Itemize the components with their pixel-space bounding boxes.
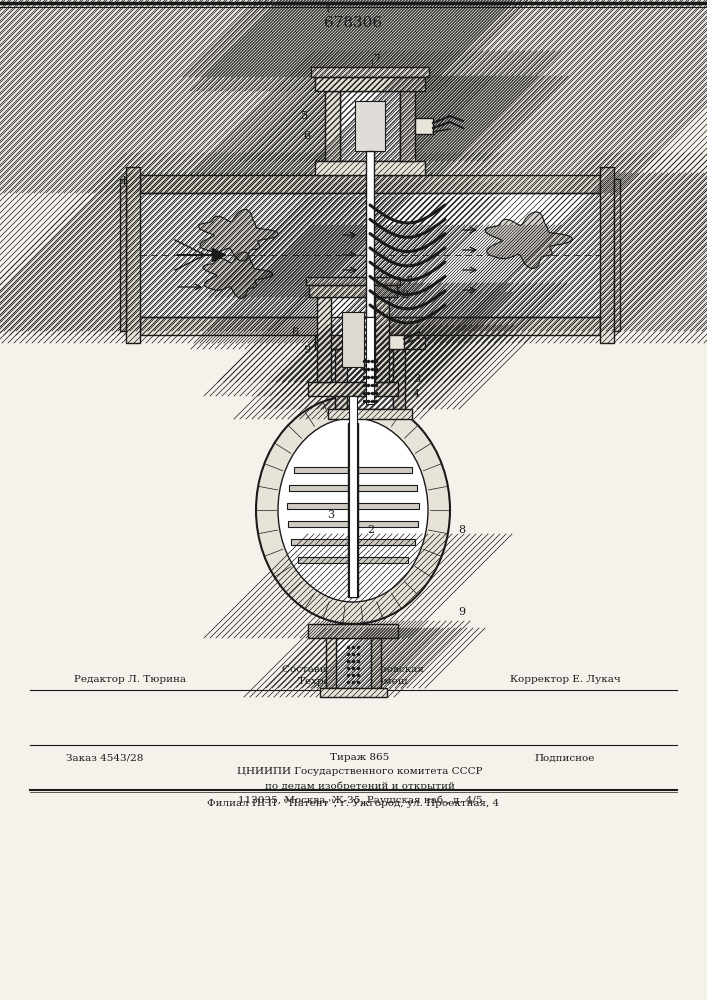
Text: 6: 6 — [394, 335, 401, 345]
Text: 8: 8 — [458, 525, 465, 535]
Bar — [349, 396, 357, 597]
Bar — [140, 193, 600, 317]
Bar — [291, 539, 415, 545]
Bar — [287, 503, 419, 509]
Text: Тираж 865: Тираж 865 — [330, 754, 390, 762]
Text: по делам изобретений и открытий: по делам изобретений и открытий — [265, 781, 455, 791]
Bar — [315, 77, 425, 91]
Text: Подписное: Подписное — [534, 754, 595, 762]
Bar — [347, 349, 393, 409]
Text: 7: 7 — [405, 276, 412, 286]
Text: 1-: 1- — [325, 5, 334, 14]
Bar — [308, 382, 398, 396]
Text: Фиг. 1: Фиг. 1 — [332, 349, 373, 361]
Polygon shape — [199, 209, 278, 261]
Text: 2: 2 — [402, 290, 409, 300]
Bar — [126, 167, 140, 343]
Text: Заказ 4543/28: Заказ 4543/28 — [66, 754, 144, 762]
Ellipse shape — [256, 396, 450, 624]
Text: 5: 5 — [394, 287, 401, 297]
Bar — [315, 161, 425, 175]
Bar — [289, 485, 417, 491]
Text: 9: 9 — [458, 607, 465, 617]
Bar — [400, 91, 415, 161]
Text: 2: 2 — [368, 525, 375, 535]
Bar — [393, 349, 405, 409]
Bar — [309, 285, 397, 297]
Text: 113035, Москва, Ж-35, Раушская наб., д. 4/5: 113035, Москва, Ж-35, Раушская наб., д. … — [238, 795, 482, 805]
Text: 3: 3 — [327, 510, 334, 520]
Text: 9: 9 — [303, 345, 310, 355]
Bar — [348, 423, 358, 597]
Bar — [375, 297, 389, 382]
Bar — [326, 638, 336, 688]
Bar — [311, 67, 429, 77]
Text: 6: 6 — [303, 131, 310, 141]
Bar — [298, 557, 409, 563]
Bar — [308, 624, 398, 638]
Bar — [335, 349, 347, 409]
Bar — [355, 101, 385, 151]
Bar — [342, 312, 364, 367]
Bar — [415, 118, 433, 134]
Ellipse shape — [278, 418, 428, 602]
Bar — [325, 91, 340, 161]
Polygon shape — [485, 212, 572, 268]
Bar — [306, 277, 400, 285]
Text: 5: 5 — [301, 111, 308, 121]
Bar — [317, 297, 331, 382]
Bar — [331, 297, 375, 382]
Text: Редактор Л. Тюрина: Редактор Л. Тюрина — [74, 676, 186, 684]
Bar — [120, 179, 126, 331]
Bar — [614, 179, 620, 331]
Bar — [293, 467, 412, 473]
Bar — [328, 409, 412, 419]
Bar — [288, 521, 419, 527]
Text: Фиг. 2: Фиг. 2 — [332, 629, 373, 642]
Text: 678306: 678306 — [324, 16, 382, 30]
Bar — [320, 688, 387, 697]
Bar — [600, 167, 614, 343]
Text: 7: 7 — [373, 54, 380, 64]
Text: 3: 3 — [413, 374, 420, 384]
Bar — [336, 638, 371, 688]
Bar — [366, 151, 374, 317]
Bar — [315, 335, 425, 349]
Text: Корректор Е. Лукач: Корректор Е. Лукач — [510, 676, 620, 684]
Bar — [140, 175, 600, 193]
Bar — [340, 91, 400, 161]
Bar — [366, 317, 374, 404]
Text: 4: 4 — [413, 389, 420, 399]
Text: 8: 8 — [291, 327, 298, 337]
Text: Составитель Б. Розовская: Составитель Б. Розовская — [282, 666, 424, 674]
Text: Техред М. Келемеш: Техред М. Келемеш — [298, 678, 408, 686]
Bar — [389, 335, 404, 349]
Bar — [140, 317, 600, 335]
Text: 1: 1 — [120, 176, 127, 186]
Text: ЦНИИПИ Государственного комитета СССР: ЦНИИПИ Государственного комитета СССР — [238, 768, 483, 776]
Polygon shape — [203, 252, 273, 298]
Text: Филиал ПГП  ''Патент'', г. Ужгород, ул. Проектная, 4: Филиал ПГП ''Патент'', г. Ужгород, ул. П… — [207, 800, 499, 808]
Bar — [371, 638, 381, 688]
